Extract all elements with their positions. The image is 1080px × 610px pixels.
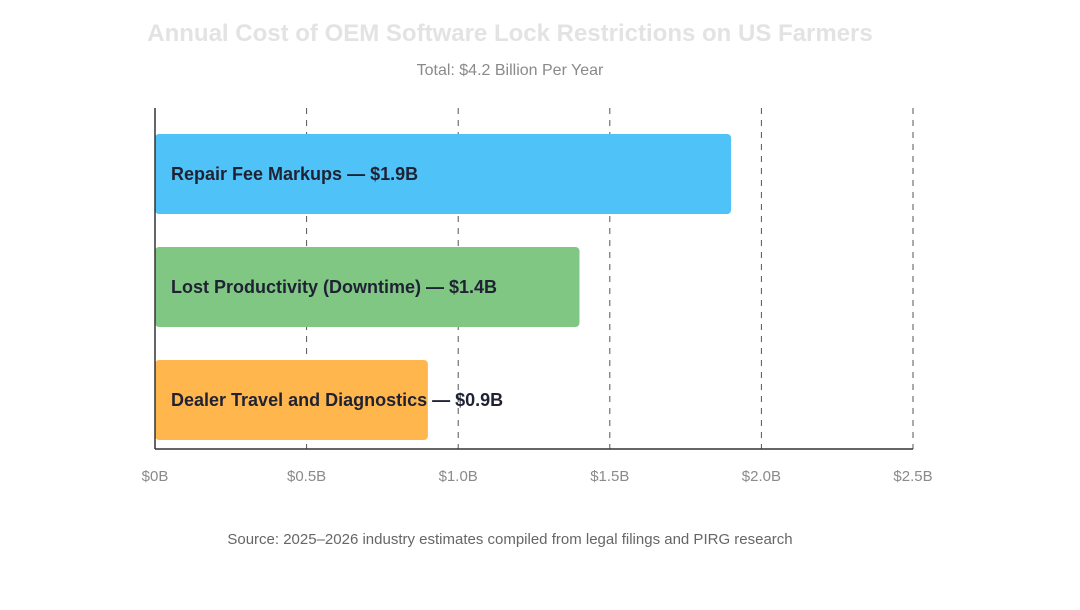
axes — [154, 108, 913, 450]
x-tick-label-2: $1.0B — [439, 468, 478, 485]
bar-2 — [155, 360, 428, 440]
x-tick-label-5: $2.5B — [893, 468, 932, 485]
x-tick-labels: $0B $0.5B $1.0B $1.5B $2.0B $2.5B — [142, 468, 933, 485]
chart-source-note: Source: 2025–2026 industry estimates com… — [227, 531, 793, 548]
bar-label-2: Dealer Travel and Diagnostics — $0.9B — [171, 390, 503, 410]
chart-title: Annual Cost of OEM Software Lock Restric… — [147, 20, 873, 47]
bars — [155, 134, 732, 440]
bar-labels: Repair Fee Markups — $1.9B Lost Productiv… — [171, 164, 503, 410]
chart-subtitle: Total: $4.2 Billion Per Year — [416, 62, 604, 79]
x-tick-label-4: $2.0B — [742, 468, 781, 485]
x-tick-label-1: $0.5B — [287, 468, 326, 485]
bar-0 — [155, 134, 732, 214]
bar-1 — [155, 247, 580, 327]
bar-label-0: Repair Fee Markups — $1.9B — [171, 164, 418, 184]
x-tick-label-3: $1.5B — [590, 468, 629, 485]
x-tick-label-0: $0B — [142, 468, 169, 485]
bar-label-1: Lost Productivity (Downtime) — $1.4B — [171, 277, 497, 297]
